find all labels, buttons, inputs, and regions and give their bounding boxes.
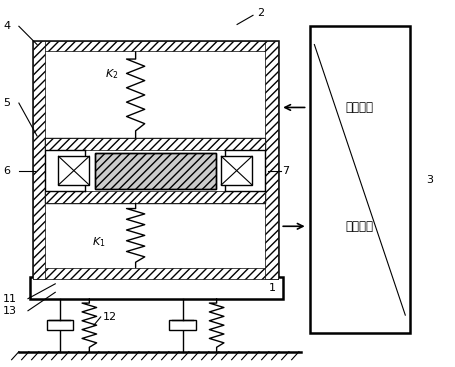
Text: $K_1$: $K_1$: [91, 235, 105, 249]
Bar: [45, 51, 265, 268]
Text: 2: 2: [257, 8, 264, 18]
Bar: [309, 26, 409, 333]
Text: 11: 11: [3, 294, 17, 304]
Text: 6: 6: [3, 166, 10, 175]
Bar: [32, 268, 278, 279]
Bar: [45, 192, 265, 203]
Text: 3: 3: [425, 175, 432, 185]
Text: 12: 12: [103, 312, 117, 322]
Bar: [58, 156, 89, 185]
Bar: [32, 41, 278, 279]
Text: 4: 4: [3, 21, 10, 31]
Text: 5: 5: [3, 98, 10, 108]
Text: 控制电流: 控制电流: [345, 101, 373, 114]
Bar: [46, 320, 73, 330]
Text: 13: 13: [3, 306, 17, 316]
Text: 7: 7: [282, 166, 289, 175]
Bar: [169, 320, 195, 330]
Bar: [45, 138, 265, 203]
Bar: [95, 153, 215, 189]
Bar: [32, 41, 45, 279]
Bar: [95, 153, 215, 189]
Bar: [221, 156, 252, 185]
Bar: [265, 41, 278, 279]
Bar: [30, 277, 282, 299]
Text: $K_2$: $K_2$: [105, 67, 118, 81]
Bar: [45, 138, 265, 150]
Bar: [32, 41, 278, 51]
Text: 振动信号: 振动信号: [345, 220, 373, 233]
Text: 1: 1: [268, 283, 275, 293]
